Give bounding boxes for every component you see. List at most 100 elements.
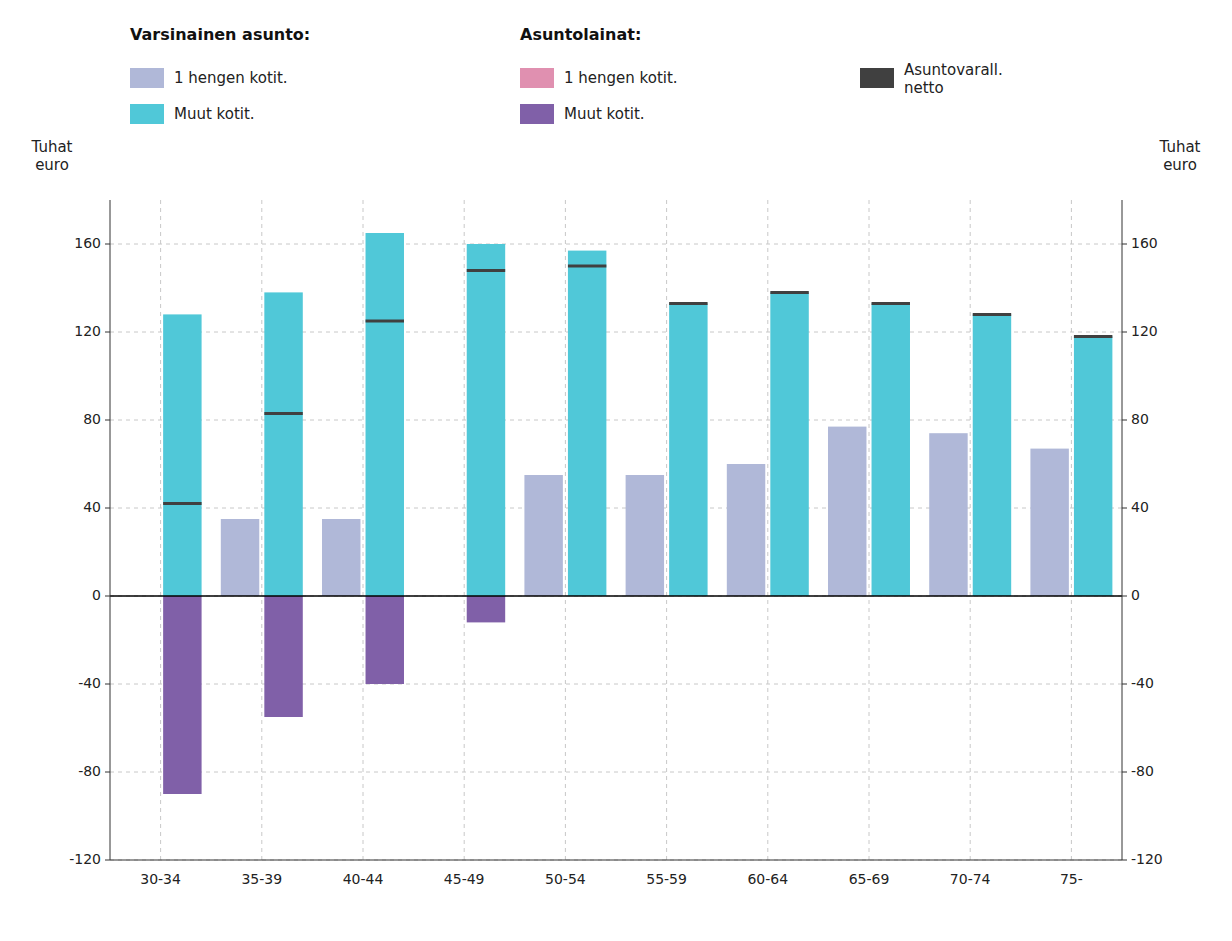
legend-label: Asuntovarall.netto [904, 60, 1003, 96]
grid-line [970, 200, 971, 860]
bar [1074, 336, 1112, 596]
zero-line [110, 595, 1122, 597]
tick [1122, 684, 1127, 685]
net-marker [366, 320, 404, 323]
tick [1122, 244, 1127, 245]
grid-line [464, 200, 465, 860]
tick [1122, 420, 1127, 421]
bar [264, 596, 302, 717]
net-marker [872, 302, 910, 305]
legend-label: Muut kotit. [174, 105, 255, 123]
bar [872, 303, 910, 596]
tick-label: 80 [83, 411, 101, 427]
bar [1030, 449, 1068, 596]
tick [105, 244, 110, 245]
tick-label: 40 [1131, 499, 1149, 515]
tick-label: -120 [69, 851, 101, 867]
grid-line [363, 200, 364, 860]
legend-label: 1 hengen kotit. [174, 69, 288, 87]
tick-label: 160 [1131, 235, 1158, 251]
tick-label: 160 [74, 235, 101, 251]
bar [828, 427, 866, 596]
tick-label: -80 [78, 763, 101, 779]
grid-line [1071, 200, 1072, 860]
tick-label: 0 [92, 587, 101, 603]
tick-label: -80 [1131, 763, 1154, 779]
legend-swatch [520, 68, 554, 88]
grid-line [767, 200, 768, 860]
category-label: 75- [1060, 871, 1083, 887]
tick-label: 120 [74, 323, 101, 339]
marks [163, 233, 1112, 794]
bar [467, 596, 505, 622]
category-label: 65-69 [849, 871, 890, 887]
legend-swatch [520, 104, 554, 124]
net-marker [669, 302, 707, 305]
grid-line [261, 200, 262, 860]
chart: -120-80-4004080120160-120-80-40040801201… [0, 0, 1232, 941]
category-label: 60-64 [747, 871, 788, 887]
grid-line [110, 860, 1122, 861]
bar [568, 251, 606, 596]
tick [105, 860, 110, 861]
tick [1122, 596, 1127, 597]
tick-label: -120 [1131, 851, 1163, 867]
bar [366, 596, 404, 684]
net-marker [264, 412, 302, 415]
grid [110, 200, 1122, 860]
tick [105, 332, 110, 333]
bar [727, 464, 765, 596]
net-marker [163, 502, 201, 505]
y2-axis-label: Tuhateuro [1159, 138, 1201, 174]
tick [105, 420, 110, 421]
tick-label: 0 [1131, 587, 1140, 603]
category-label: 50-54 [545, 871, 586, 887]
category-label: 70-74 [950, 871, 991, 887]
bar [221, 519, 259, 596]
legend-swatch [130, 68, 164, 88]
category-label: 40-44 [343, 871, 384, 887]
bar [467, 244, 505, 596]
legend-header: Varsinainen asunto: [130, 25, 310, 44]
grid-line [565, 200, 566, 860]
category-label: 55-59 [646, 871, 687, 887]
bar [163, 596, 201, 794]
tick-label: 80 [1131, 411, 1149, 427]
tick-label: 40 [83, 499, 101, 515]
tick [105, 508, 110, 509]
y2-axis-line [1122, 200, 1123, 860]
legend-label: Muut kotit. [564, 105, 645, 123]
axes: -120-80-4004080120160-120-80-40040801201… [69, 200, 1163, 887]
net-marker [568, 265, 606, 268]
bar [973, 314, 1011, 596]
y-axis-line [110, 200, 111, 860]
bar [163, 314, 201, 596]
net-marker [770, 291, 808, 294]
tick-label: -40 [1131, 675, 1154, 691]
tick [1122, 508, 1127, 509]
legend: Varsinainen asunto: Asuntolainat: 1 hengen… [130, 25, 1003, 124]
legend-swatch [130, 104, 164, 124]
category-label: 45-49 [444, 871, 485, 887]
bar [626, 475, 664, 596]
tick [1122, 332, 1127, 333]
category-label: 30-34 [140, 871, 181, 887]
tick-label: 120 [1131, 323, 1158, 339]
bar [322, 519, 360, 596]
net-marker [1074, 335, 1112, 338]
grid-line [666, 200, 667, 860]
legend-swatch [860, 68, 894, 88]
grid-line [110, 596, 1122, 597]
x-axis-line [110, 860, 1122, 861]
bar [770, 292, 808, 596]
tick [105, 684, 110, 685]
bar [669, 303, 707, 596]
category-label: 35-39 [241, 871, 282, 887]
tick [1122, 772, 1127, 773]
bar [524, 475, 562, 596]
grid-line [160, 200, 161, 860]
y-axis-label: Tuhateuro [31, 138, 73, 174]
net-marker [467, 269, 505, 272]
legend-label: 1 hengen kotit. [564, 69, 678, 87]
legend-header: Asuntolainat: [520, 25, 641, 44]
